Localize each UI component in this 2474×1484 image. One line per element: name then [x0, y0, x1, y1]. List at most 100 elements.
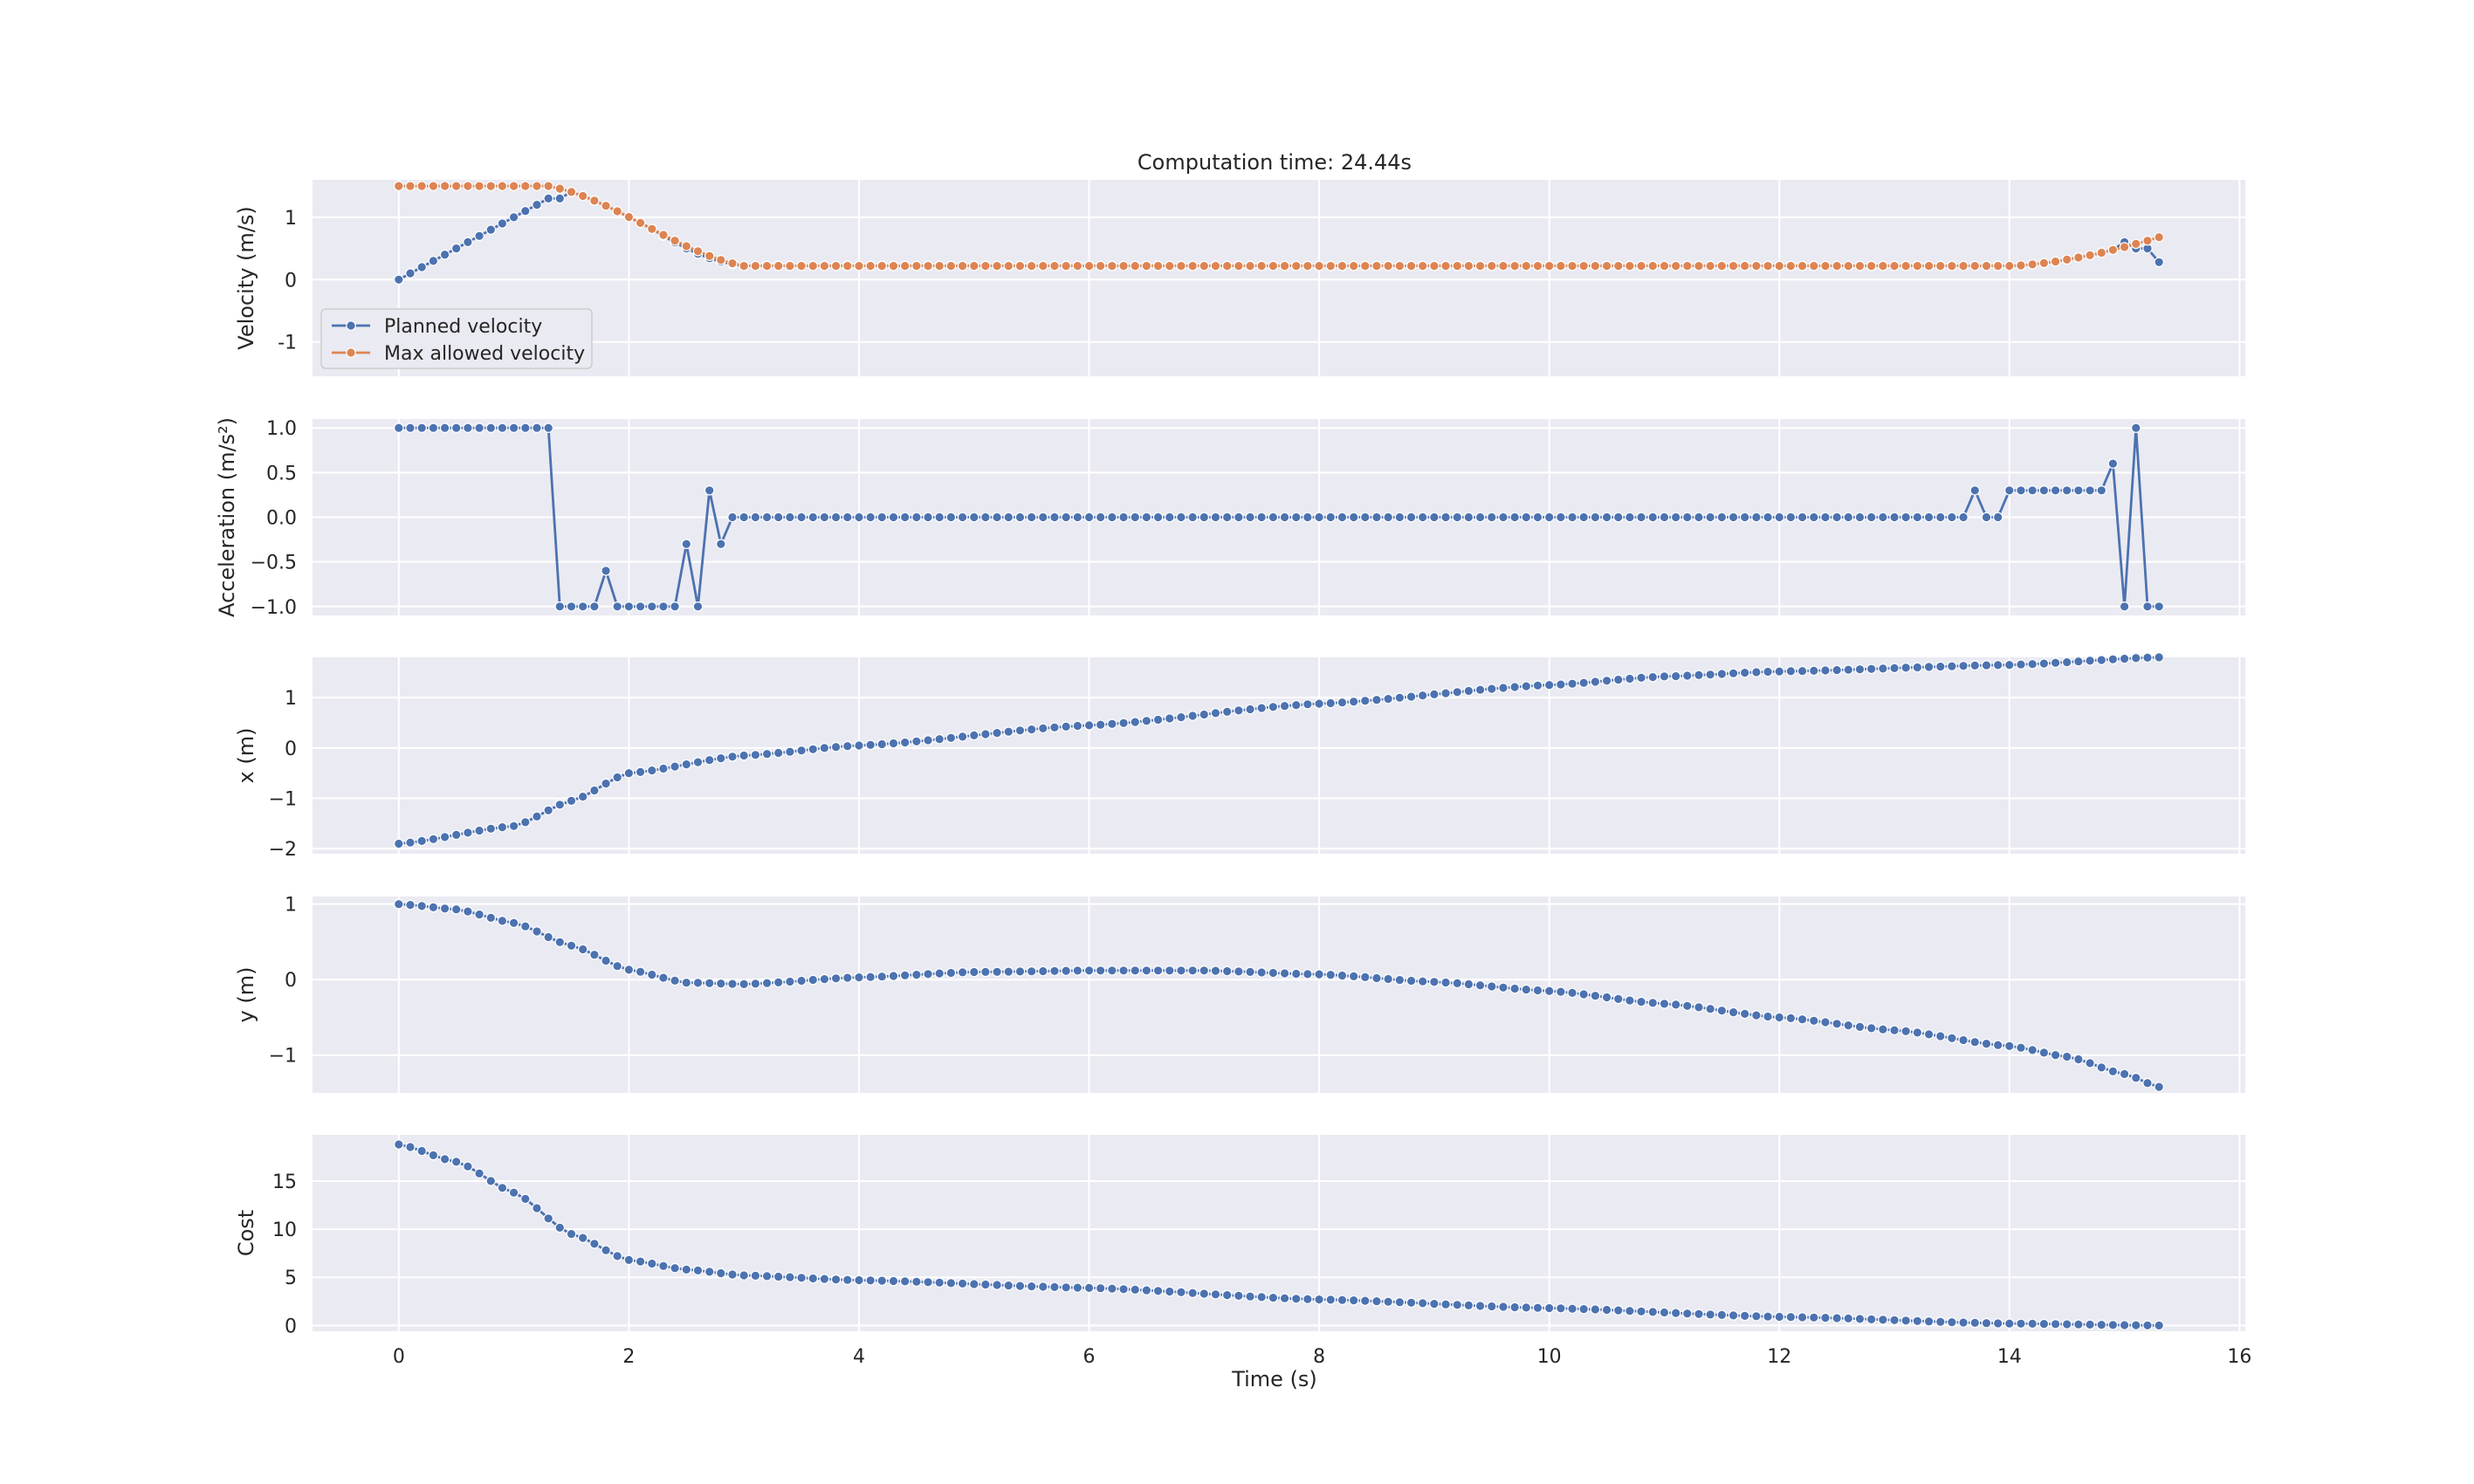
y-tick-label: −1.0: [251, 597, 297, 619]
data-point: [601, 200, 611, 211]
data-point: [1498, 1302, 1508, 1312]
data-point: [1992, 512, 2003, 523]
data-point: [1889, 663, 1900, 674]
data-point: [1854, 1314, 1866, 1324]
data-point: [1716, 512, 1728, 523]
data-point: [1992, 1318, 2003, 1329]
series-line: [398, 903, 2160, 1089]
data-point: [2154, 1082, 2164, 1092]
data-point: [1900, 663, 1911, 673]
data-point: [463, 423, 473, 433]
data-point: [2131, 1072, 2141, 1083]
data-point: [1682, 1000, 1693, 1012]
data-point: [1268, 260, 1279, 271]
data-point: [1348, 1295, 1359, 1306]
data-point: [1636, 1306, 1646, 1317]
data-point: [1221, 706, 1233, 718]
data-point: [2050, 256, 2061, 267]
data-point: [1256, 512, 1267, 523]
data-point: [554, 937, 566, 948]
data-point: [566, 601, 577, 612]
data-point: [1474, 1301, 1486, 1311]
data-point: [1613, 260, 1624, 271]
data-point: [497, 181, 508, 191]
data-point: [1785, 666, 1797, 677]
data-point: [646, 601, 657, 612]
data-point: [450, 243, 462, 254]
data-point: [1509, 983, 1520, 994]
data-point: [474, 230, 484, 242]
data-point: [1728, 1310, 1739, 1321]
data-point: [1532, 680, 1543, 691]
data-point: [1199, 512, 1210, 523]
data-point: [1728, 260, 1739, 271]
data-point: [1014, 966, 1026, 977]
subplot-2: −1.0 −0.5 0.0 0.5 1.0 Acceleration (m/s²): [215, 417, 2245, 619]
data-point: [1866, 1023, 1877, 1034]
data-point: [439, 832, 450, 842]
data-point: [2119, 653, 2130, 664]
data-point: [1107, 512, 1117, 523]
data-point: [854, 972, 864, 983]
data-point: [1165, 713, 1175, 724]
data-point: [1337, 512, 1348, 523]
data-point: [934, 733, 945, 745]
data-point: [566, 940, 577, 952]
data-point: [2004, 1041, 2015, 1052]
data-point: [1337, 697, 1348, 708]
data-point: [1314, 1294, 1324, 1305]
data-point: [1291, 968, 1302, 979]
legend-box: [320, 308, 593, 369]
data-point: [969, 966, 979, 978]
data-point: [635, 1256, 646, 1267]
data-point: [2027, 259, 2038, 270]
data-point: [1072, 260, 1083, 271]
y-axis-label: Cost: [234, 1210, 258, 1256]
data-point: [1003, 726, 1014, 737]
data-point: [1981, 1317, 1992, 1329]
data-point: [577, 1233, 588, 1243]
data-point: [474, 1168, 484, 1178]
data-point: [1601, 512, 1612, 523]
data-point: [1141, 715, 1152, 726]
data-point: [2107, 244, 2119, 256]
data-point: [830, 1274, 842, 1285]
data-point: [773, 747, 784, 759]
data-point: [1474, 684, 1486, 695]
data-point: [1613, 993, 1624, 1005]
data-point: [1521, 260, 1532, 271]
data-point: [773, 512, 784, 523]
data-point: [1394, 692, 1405, 704]
data-point: [1981, 260, 1992, 271]
data-point: [1417, 512, 1428, 523]
data-point: [911, 512, 922, 523]
data-point: [761, 1271, 773, 1281]
data-point: [1797, 512, 1808, 523]
data-point: [704, 1267, 715, 1277]
data-point: [1314, 698, 1324, 709]
data-point: [646, 223, 657, 235]
data-point: [1394, 1296, 1405, 1308]
data-point: [1187, 512, 1198, 523]
data-point: [1992, 260, 2003, 271]
data-point: [1659, 671, 1670, 682]
data-point: [1440, 512, 1451, 523]
data-point: [807, 744, 819, 755]
data-point: [393, 274, 404, 285]
data-point: [1152, 714, 1164, 725]
y-tick-label: −2: [269, 839, 297, 861]
data-point: [1498, 683, 1508, 693]
data-point: [1843, 512, 1854, 523]
data-point: [2038, 1048, 2050, 1058]
data-point: [2016, 1042, 2026, 1053]
data-point: [911, 1276, 922, 1288]
data-point: [681, 241, 692, 251]
legend-entry: Max allowed velocity: [384, 343, 585, 365]
data-point: [2131, 423, 2141, 433]
data-point: [1360, 1295, 1371, 1306]
data-point: [750, 260, 761, 271]
data-point: [785, 512, 795, 523]
data-point: [1567, 512, 1577, 523]
data-point: [1371, 694, 1382, 705]
data-point: [692, 601, 704, 612]
